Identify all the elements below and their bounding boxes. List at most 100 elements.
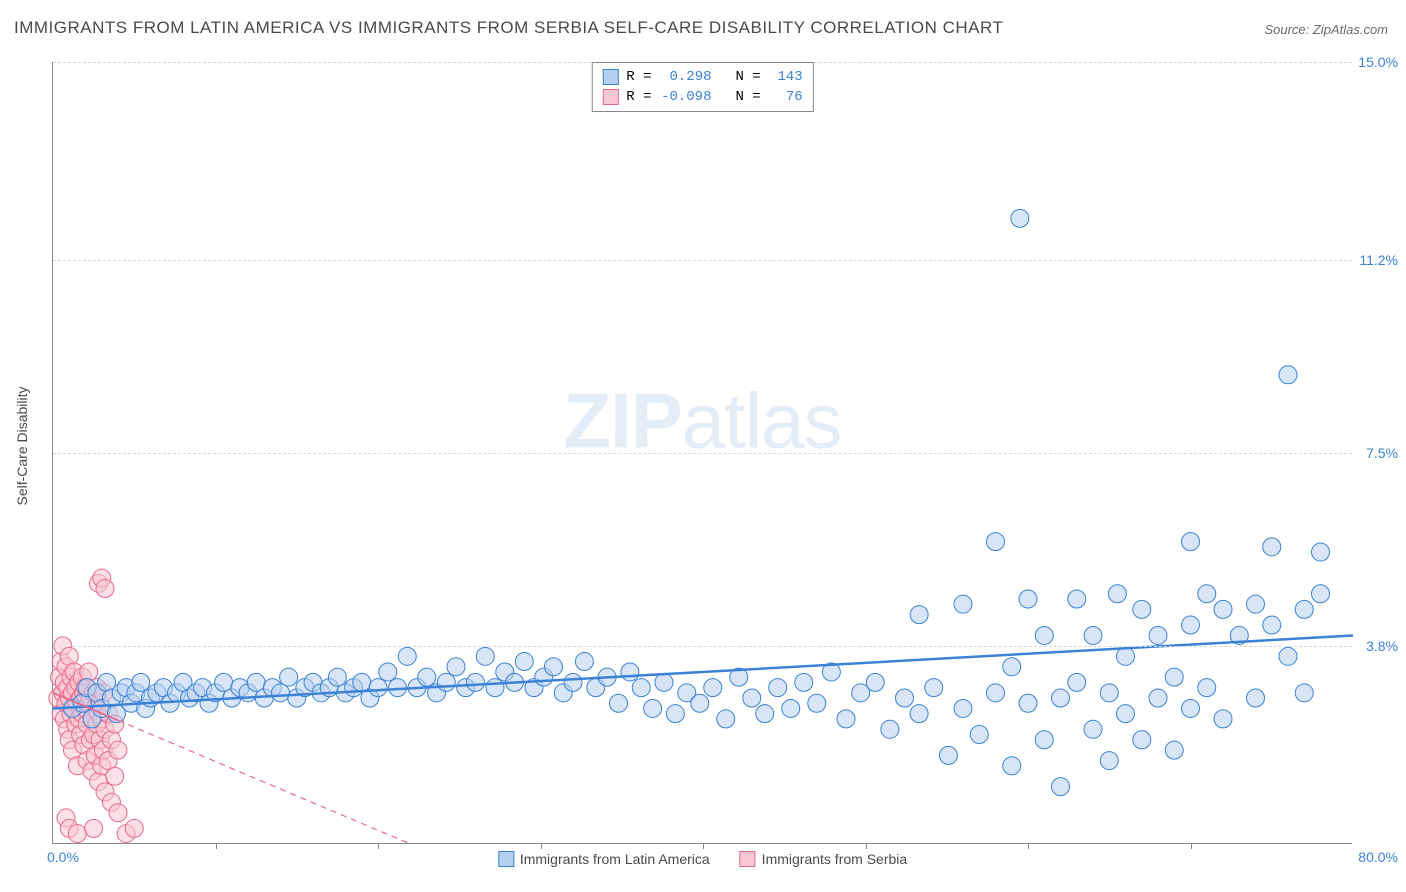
data-point (1149, 626, 1167, 644)
x-max-label: 80.0% (1358, 849, 1398, 865)
data-point (666, 705, 684, 723)
data-point (939, 746, 957, 764)
gridline (53, 646, 1352, 647)
data-point (353, 673, 371, 691)
data-point (704, 679, 722, 697)
data-point (280, 668, 298, 686)
data-point (369, 679, 387, 697)
data-point (1052, 689, 1070, 707)
r-label: R = (626, 67, 651, 87)
series-label: Immigrants from Serbia (762, 851, 907, 867)
data-point (1279, 366, 1297, 384)
data-point (910, 705, 928, 723)
data-point (447, 658, 465, 676)
data-point (621, 663, 639, 681)
data-point (1198, 679, 1216, 697)
data-point (954, 595, 972, 613)
data-point (925, 679, 943, 697)
data-point (655, 673, 673, 691)
y-tick-label: 11.2% (1359, 252, 1398, 268)
trend-line (118, 720, 411, 844)
data-point (1263, 616, 1281, 634)
data-point (1003, 658, 1021, 676)
data-point (398, 647, 416, 665)
data-point (1117, 705, 1135, 723)
data-point (68, 825, 86, 843)
legend-swatch-pink (602, 89, 618, 105)
data-point (515, 653, 533, 671)
data-point (1279, 647, 1297, 665)
data-point (1247, 689, 1265, 707)
data-point (1117, 647, 1135, 665)
series-legend: Immigrants from Latin America Immigrants… (498, 851, 907, 867)
data-point (476, 647, 494, 665)
source-label: Source: ZipAtlas.com (1264, 22, 1388, 37)
data-point (769, 679, 787, 697)
data-point (881, 720, 899, 738)
data-point (795, 673, 813, 691)
x-tick (866, 843, 867, 849)
x-origin-label: 0.0% (47, 849, 79, 865)
data-point (272, 684, 290, 702)
data-point (247, 673, 265, 691)
data-point (1035, 731, 1053, 749)
series-legend-item-pink: Immigrants from Serbia (740, 851, 907, 867)
data-point (1182, 699, 1200, 717)
stats-legend: R = 0.298 N = 143 R = -0.098 N = 76 (591, 62, 813, 112)
data-point (1011, 209, 1029, 227)
n-value: 143 (769, 67, 803, 87)
data-point (1019, 694, 1037, 712)
y-tick-label: 15.0% (1358, 54, 1398, 70)
data-point (1100, 752, 1118, 770)
data-point (1214, 600, 1232, 618)
data-point (1214, 710, 1232, 728)
data-point (1295, 600, 1313, 618)
data-point (564, 673, 582, 691)
data-point (486, 679, 504, 697)
data-point (575, 653, 593, 671)
data-point (1084, 720, 1102, 738)
data-point (1198, 585, 1216, 603)
gridline (53, 260, 1352, 261)
x-tick (541, 843, 542, 849)
data-point (987, 533, 1005, 551)
data-point (1019, 590, 1037, 608)
n-label: N = (736, 67, 761, 87)
data-point (85, 819, 103, 837)
data-point (1084, 626, 1102, 644)
x-tick (378, 843, 379, 849)
data-point (1182, 533, 1200, 551)
data-point (782, 699, 800, 717)
legend-swatch-pink (740, 851, 756, 867)
data-point (644, 699, 662, 717)
data-point (379, 663, 397, 681)
n-value: 76 (769, 87, 803, 107)
data-point (467, 673, 485, 691)
data-point (1052, 778, 1070, 796)
data-point (970, 726, 988, 744)
y-tick-label: 3.8% (1366, 638, 1398, 654)
data-point (632, 679, 650, 697)
y-tick-label: 7.5% (1366, 445, 1398, 461)
data-point (1149, 689, 1167, 707)
data-point (418, 668, 436, 686)
data-point (437, 673, 455, 691)
data-point (1108, 585, 1126, 603)
data-point (837, 710, 855, 728)
data-point (743, 689, 761, 707)
legend-swatch-blue (498, 851, 514, 867)
data-point (1035, 626, 1053, 644)
n-label: N = (736, 87, 761, 107)
r-value: -0.098 (660, 87, 712, 107)
x-tick (703, 843, 704, 849)
data-point (215, 673, 233, 691)
data-point (1312, 585, 1330, 603)
data-point (691, 694, 709, 712)
plot-area: ZIPatlas R = 0.298 N = 143 R = -0.098 N … (52, 62, 1352, 844)
data-point (987, 684, 1005, 702)
series-legend-item-blue: Immigrants from Latin America (498, 851, 710, 867)
data-point (1263, 538, 1281, 556)
data-point (910, 606, 928, 624)
y-axis-label: Self-Care Disability (14, 386, 30, 505)
r-label: R = (626, 87, 651, 107)
